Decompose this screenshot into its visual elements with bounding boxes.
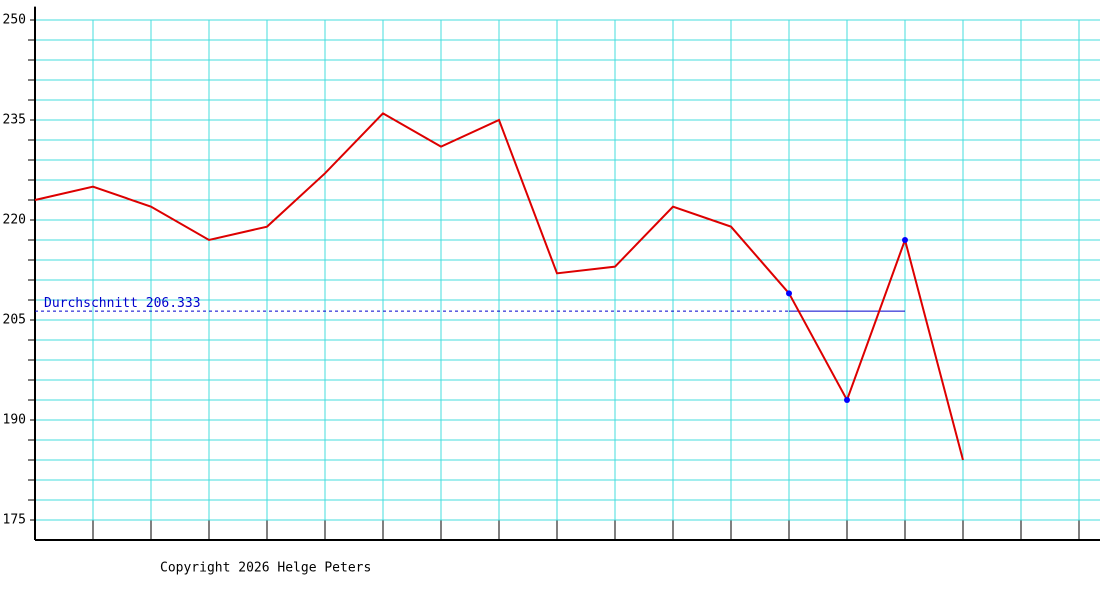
y-tick-label: 190 bbox=[3, 413, 26, 428]
marker bbox=[786, 290, 792, 297]
y-tick-label: 220 bbox=[3, 213, 26, 228]
y-tick-label: 235 bbox=[3, 113, 26, 128]
y-tick-label: 175 bbox=[3, 513, 26, 528]
y-tick-label: 205 bbox=[3, 313, 26, 328]
copyright: Copyright 2026 Helge Peters bbox=[160, 561, 371, 576]
average-label-text: Durchschnitt bbox=[44, 296, 138, 311]
data-line bbox=[34, 112, 964, 461]
marker bbox=[902, 237, 908, 243]
y-tick-label: 250 bbox=[3, 13, 26, 28]
average-label: Durchschnitt 206.333 bbox=[44, 296, 201, 311]
marker bbox=[844, 397, 850, 403]
average-value: 206.333 bbox=[146, 296, 201, 311]
